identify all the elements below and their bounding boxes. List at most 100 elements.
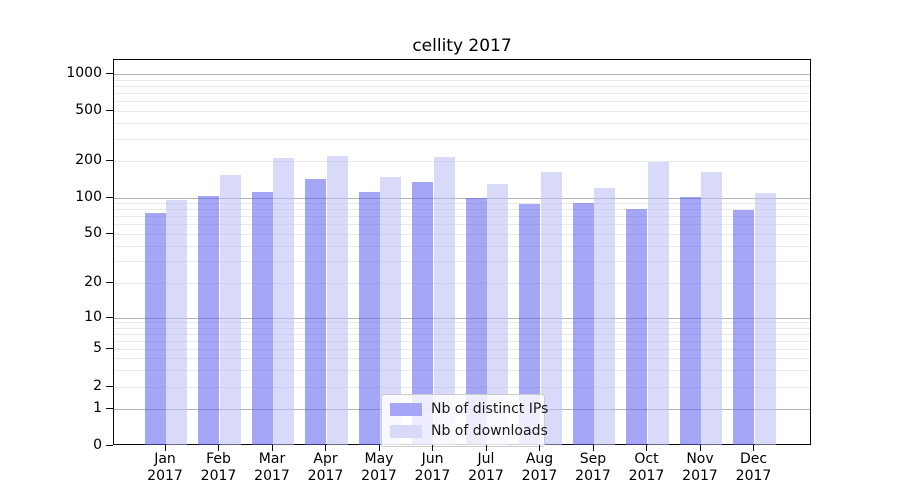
x-tick-label-sep: Sep 2017	[575, 451, 611, 484]
x-tick-mark	[271, 445, 273, 451]
y-tick-mark	[106, 109, 113, 111]
x-tick-label-jan: Jan 2017	[147, 451, 183, 484]
bar-downloads	[273, 158, 295, 445]
bar-downloads	[166, 200, 188, 445]
bar-distinct-ips	[572, 202, 594, 445]
y-tick-mark	[106, 281, 113, 283]
bar-distinct-ips	[198, 195, 220, 445]
bar-distinct-ips	[465, 197, 487, 445]
minor-gridline	[114, 224, 810, 226]
x-tick-mark	[753, 445, 755, 451]
minor-gridline	[114, 85, 810, 87]
major-gridline	[114, 197, 810, 199]
y-tick-label: 1	[93, 400, 102, 416]
y-tick-label: 100	[75, 188, 102, 205]
bar-distinct-ips	[519, 203, 541, 445]
minor-gridline	[114, 282, 810, 284]
legend-row-downloads: Nb of downloads	[390, 423, 548, 439]
minor-gridline	[114, 340, 810, 342]
bar-downloads	[701, 172, 723, 445]
legend-swatch-distinct-ips	[390, 402, 422, 416]
major-gridline	[114, 74, 810, 75]
minor-gridline	[114, 349, 810, 351]
x-tick-label-may: May 2017	[361, 451, 397, 484]
minor-gridline	[114, 322, 810, 324]
minor-gridline	[114, 122, 810, 124]
y-tick-mark	[106, 348, 113, 350]
x-tick-mark	[432, 445, 434, 451]
x-tick-label-mar: Mar 2017	[254, 451, 290, 484]
minor-gridline	[114, 358, 810, 360]
legend-label-distinct-ips: Nb of distinct IPs	[431, 401, 549, 417]
bar-downloads	[647, 162, 669, 445]
y-tick-label: 2	[93, 378, 102, 394]
chart-title: cellity 2017	[412, 36, 512, 56]
legend-row-distinct-ips: Nb of distinct IPs	[390, 401, 548, 417]
major-gridline	[114, 317, 810, 319]
x-tick-label-feb: Feb 2017	[200, 451, 237, 484]
y-tick-mark	[106, 316, 113, 318]
minor-gridline	[114, 79, 810, 81]
bar-distinct-ips	[733, 210, 755, 445]
minor-gridline	[114, 216, 810, 218]
y-tick-label: 1000	[66, 65, 102, 81]
minor-gridline	[114, 101, 810, 103]
legend-swatch-downloads	[390, 424, 422, 438]
y-tick-label: 200	[75, 151, 102, 168]
plot-area: Nb of distinct IPs Nb of downloads	[113, 59, 811, 447]
bar-distinct-ips	[412, 181, 434, 445]
y-tick-mark	[106, 196, 113, 198]
bar-downloads	[487, 183, 509, 445]
legend-label-downloads: Nb of downloads	[431, 423, 548, 439]
y-tick-label: 10	[84, 308, 102, 325]
minor-gridline	[114, 327, 810, 329]
y-tick-label: 5	[93, 340, 102, 357]
minor-gridline	[114, 160, 810, 162]
x-tick-label-jun: Jun 2017	[414, 451, 451, 484]
y-tick-label: 0	[93, 437, 102, 453]
y-tick-mark	[106, 73, 113, 75]
legend: Nb of distinct IPs Nb of downloads	[381, 394, 548, 447]
bar-downloads	[219, 174, 241, 445]
y-tick-mark	[106, 233, 113, 235]
bar-distinct-ips	[626, 208, 648, 445]
minor-gridline	[114, 261, 810, 263]
x-tick-mark	[646, 445, 648, 451]
minor-gridline	[114, 209, 810, 211]
x-tick-mark	[378, 445, 380, 451]
x-tick-label-oct: Oct 2017	[628, 451, 665, 484]
bar-distinct-ips	[679, 196, 701, 445]
x-tick-label-nov: Nov 2017	[682, 451, 718, 484]
y-tick-label: 500	[75, 101, 102, 118]
bar-downloads	[754, 193, 776, 445]
bar-distinct-ips	[251, 191, 273, 445]
x-tick-label-apr: Apr 2017	[307, 451, 344, 484]
minor-gridline	[114, 203, 810, 205]
minor-gridline	[114, 234, 810, 235]
x-tick-mark	[164, 445, 166, 451]
bar-distinct-ips	[358, 191, 380, 445]
y-tick-mark	[106, 408, 113, 410]
y-tick-label: 20	[84, 273, 102, 290]
minor-gridline	[114, 245, 810, 247]
x-tick-label-dec: Dec 2017	[735, 451, 772, 484]
y-tick-label: 50	[84, 225, 102, 241]
minor-gridline	[114, 387, 810, 388]
x-tick-mark	[592, 445, 594, 451]
x-tick-mark	[325, 445, 327, 451]
bar-downloads	[326, 155, 348, 445]
bar-downloads	[380, 176, 402, 445]
x-tick-label-aug: Aug 2017	[521, 451, 558, 484]
bar-distinct-ips	[305, 178, 327, 445]
x-tick-mark	[485, 445, 487, 451]
x-tick-mark	[218, 445, 220, 451]
minor-gridline	[114, 138, 810, 140]
minor-gridline	[114, 333, 810, 335]
minor-gridline	[114, 92, 810, 94]
bar-downloads	[433, 156, 455, 445]
x-tick-mark	[539, 445, 541, 451]
x-tick-mark	[699, 445, 701, 451]
bar-downloads	[594, 187, 616, 445]
y-tick-mark	[106, 159, 113, 161]
